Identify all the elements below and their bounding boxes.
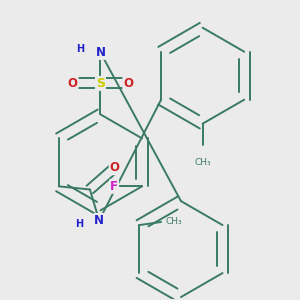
Text: H: H [75,218,83,229]
Text: O: O [68,77,78,90]
Text: CH₃: CH₃ [194,158,211,167]
Text: CH₃: CH₃ [166,218,182,226]
Text: F: F [110,180,118,193]
Text: O: O [123,77,133,90]
Text: O: O [110,161,120,174]
Text: H: H [76,44,84,54]
Text: N: N [94,214,104,227]
Text: N: N [95,46,106,59]
Text: S: S [96,77,105,90]
